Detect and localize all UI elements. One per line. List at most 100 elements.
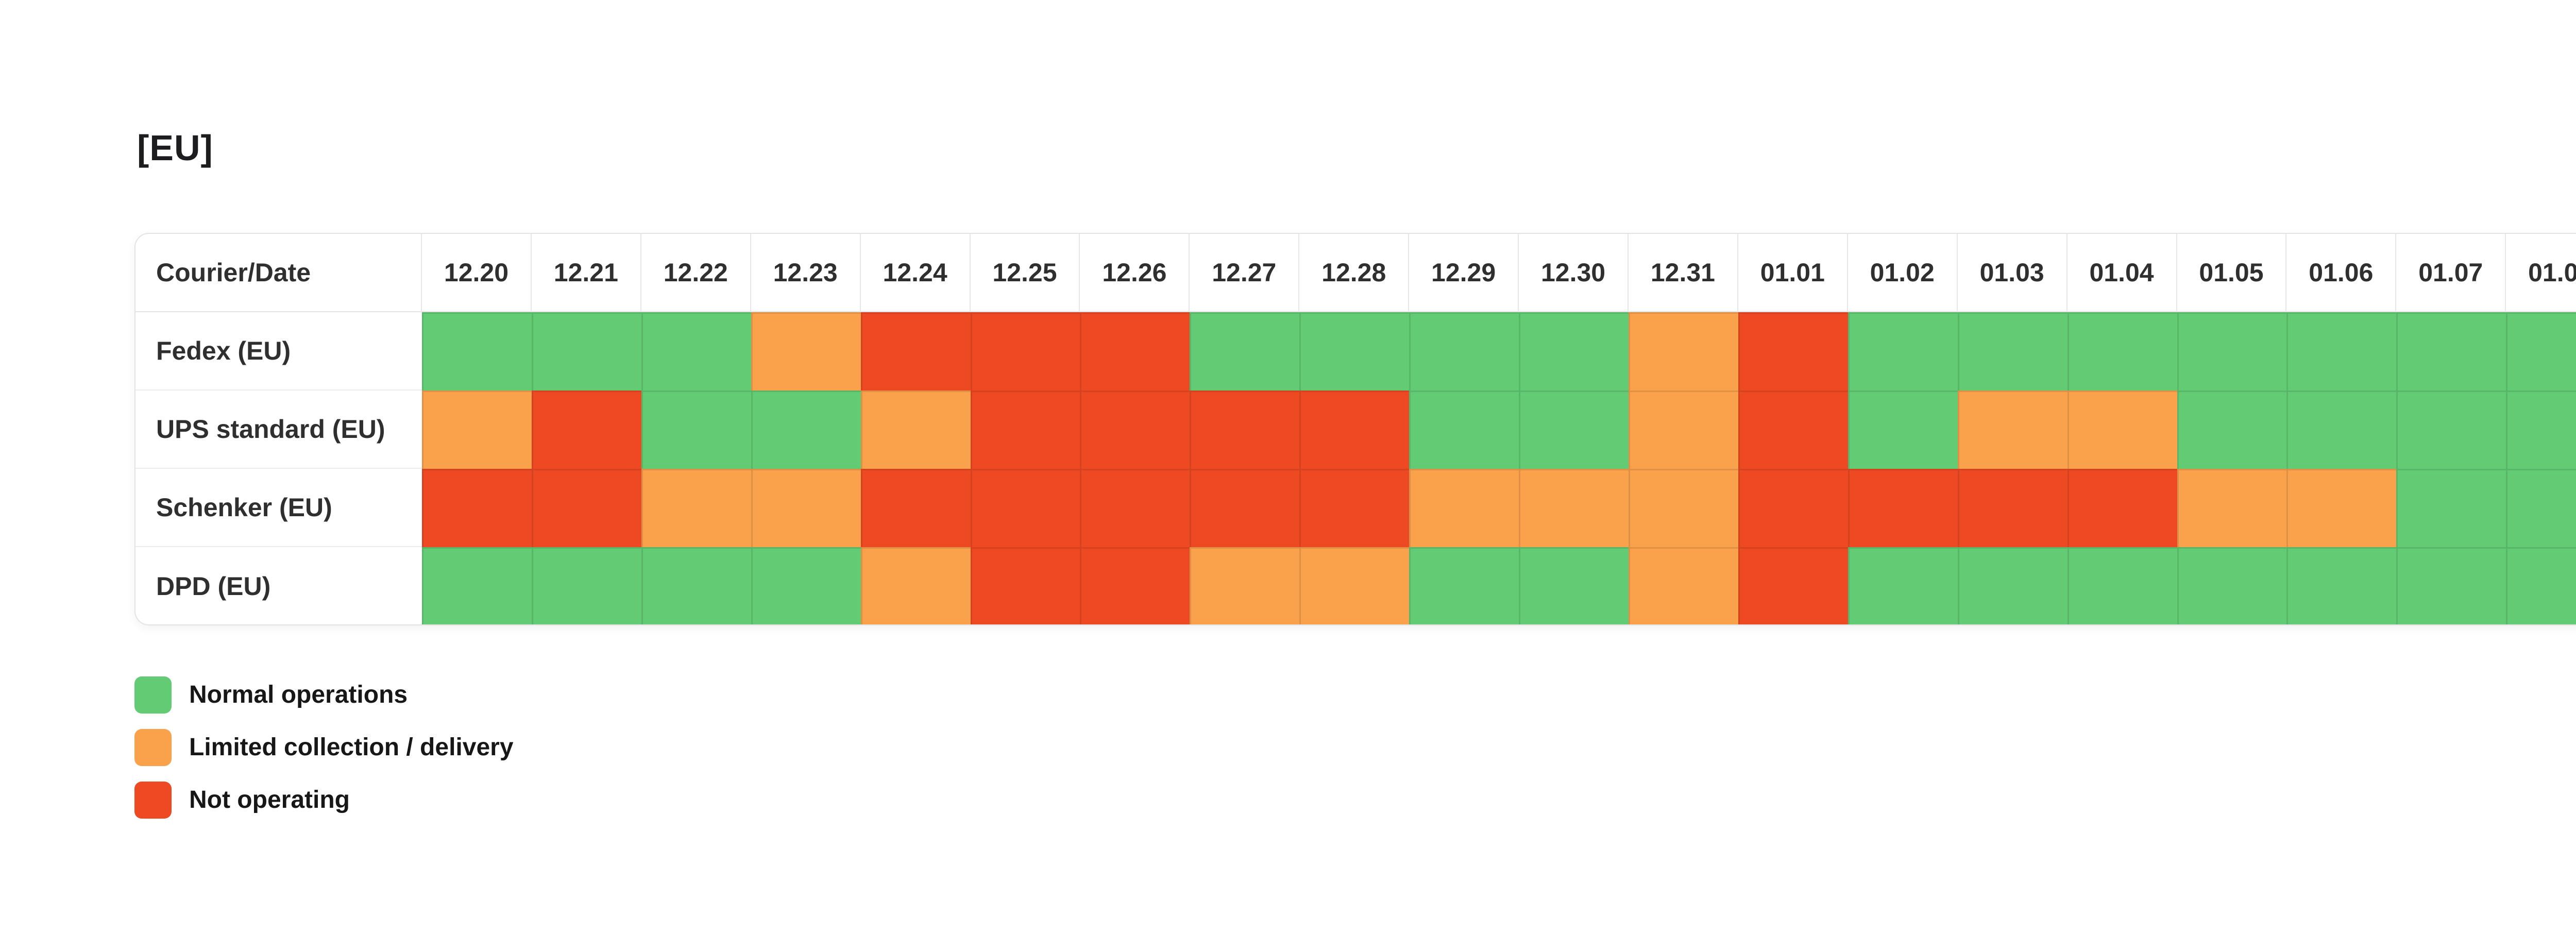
date-header: 01.07 — [2396, 234, 2506, 312]
status-cell-not_operating — [1190, 391, 1300, 469]
legend-item-normal: Normal operations — [134, 676, 514, 714]
corner-header: Courier/Date — [135, 234, 422, 312]
table-row: Schenker (EU) — [135, 469, 2576, 547]
status-cell-normal — [1519, 312, 1629, 391]
status-cell-limited — [1957, 391, 2067, 469]
date-header: 01.04 — [2067, 234, 2177, 312]
status-cell-normal — [1519, 391, 1629, 469]
status-cell-normal — [1409, 391, 1519, 469]
status-cell-not_operating — [1848, 469, 1958, 547]
status-cell-not_operating — [860, 312, 971, 391]
page-title: [EU] — [137, 128, 213, 168]
status-cell-normal — [422, 547, 532, 624]
legend-swatch-not_operating — [134, 782, 172, 819]
courier-label: Fedex (EU) — [135, 312, 422, 391]
status-cell-not_operating — [970, 547, 1080, 624]
date-header: 12.21 — [531, 234, 641, 312]
status-cell-normal — [1848, 547, 1958, 624]
status-cell-normal — [2177, 391, 2287, 469]
legend-label: Normal operations — [189, 681, 408, 708]
status-cell-normal — [531, 312, 641, 391]
header-row: Courier/Date 12.20 12.21 12.22 12.23 12.24 12… — [135, 234, 2576, 312]
status-cell-limited — [1628, 312, 1738, 391]
status-cell-limited — [1299, 547, 1410, 624]
date-header: 12.22 — [641, 234, 751, 312]
courier-label: UPS standard (EU) — [135, 391, 422, 469]
status-cell-normal — [2506, 469, 2576, 547]
status-cell-normal — [2067, 312, 2177, 391]
legend-label: Not operating — [189, 786, 350, 813]
status-cell-limited — [860, 391, 971, 469]
date-header: 01.02 — [1848, 234, 1958, 312]
status-cell-limited — [2067, 391, 2177, 469]
date-header: 12.30 — [1519, 234, 1629, 312]
status-cell-normal — [422, 312, 532, 391]
status-cell-limited — [1190, 547, 1300, 624]
status-cell-normal — [641, 391, 751, 469]
status-cell-not_operating — [422, 469, 532, 547]
courier-status-table: Courier/Date 12.20 12.21 12.22 12.23 12.24 12… — [135, 234, 2576, 624]
status-cell-not_operating — [970, 391, 1080, 469]
status-cell-not_operating — [1080, 391, 1190, 469]
status-cell-not_operating — [531, 469, 641, 547]
status-cell-not_operating — [860, 469, 971, 547]
status-cell-limited — [641, 469, 751, 547]
date-header: 01.06 — [2286, 234, 2397, 312]
date-header: 12.23 — [751, 234, 861, 312]
status-cell-normal — [2177, 312, 2287, 391]
table-row: UPS standard (EU) — [135, 391, 2576, 469]
status-cell-not_operating — [1738, 391, 1848, 469]
status-cell-normal — [1409, 312, 1519, 391]
status-cell-limited — [2177, 469, 2287, 547]
status-cell-normal — [641, 547, 751, 624]
status-cell-not_operating — [2067, 469, 2177, 547]
status-cell-normal — [2506, 547, 2576, 624]
date-header: 01.08 — [2506, 234, 2576, 312]
status-cell-not_operating — [970, 312, 1080, 391]
status-cell-limited — [1628, 547, 1738, 624]
date-header: 12.24 — [860, 234, 971, 312]
status-cell-normal — [1957, 547, 2067, 624]
status-cell-limited — [1628, 469, 1738, 547]
status-cell-normal — [2396, 547, 2506, 624]
courier-label: DPD (EU) — [135, 547, 422, 624]
date-header: 12.28 — [1299, 234, 1410, 312]
date-header: 12.26 — [1080, 234, 1190, 312]
status-cell-normal — [1190, 312, 1300, 391]
status-cell-normal — [751, 547, 861, 624]
status-cell-limited — [422, 391, 532, 469]
status-cell-limited — [860, 547, 971, 624]
legend-item-limited: Limited collection / delivery — [134, 729, 514, 766]
status-cell-limited — [1519, 469, 1629, 547]
status-cell-normal — [1299, 312, 1410, 391]
status-cell-normal — [641, 312, 751, 391]
date-header: 01.05 — [2177, 234, 2287, 312]
date-header: 12.29 — [1409, 234, 1519, 312]
status-cell-normal — [2396, 312, 2506, 391]
status-cell-not_operating — [1080, 312, 1190, 391]
status-cell-normal — [531, 547, 641, 624]
table-row: Fedex (EU) — [135, 312, 2576, 391]
status-cell-not_operating — [1738, 469, 1848, 547]
status-cell-normal — [2506, 391, 2576, 469]
status-cell-normal — [1848, 391, 1958, 469]
status-cell-not_operating — [1080, 547, 1190, 624]
status-cell-normal — [2286, 391, 2397, 469]
status-cell-not_operating — [1299, 469, 1410, 547]
status-cell-not_operating — [1957, 469, 2067, 547]
legend-swatch-normal — [134, 676, 172, 714]
status-cell-normal — [2067, 547, 2177, 624]
status-cell-not_operating — [1080, 469, 1190, 547]
status-cell-not_operating — [1299, 391, 1410, 469]
status-cell-normal — [2506, 312, 2576, 391]
courier-label: Schenker (EU) — [135, 469, 422, 547]
date-header: 12.25 — [970, 234, 1080, 312]
status-cell-normal — [751, 391, 861, 469]
status-cell-normal — [2396, 469, 2506, 547]
status-cell-not_operating — [1738, 312, 1848, 391]
status-cell-limited — [751, 469, 861, 547]
legend-swatch-limited — [134, 729, 172, 766]
status-cell-limited — [1409, 469, 1519, 547]
status-cell-not_operating — [531, 391, 641, 469]
